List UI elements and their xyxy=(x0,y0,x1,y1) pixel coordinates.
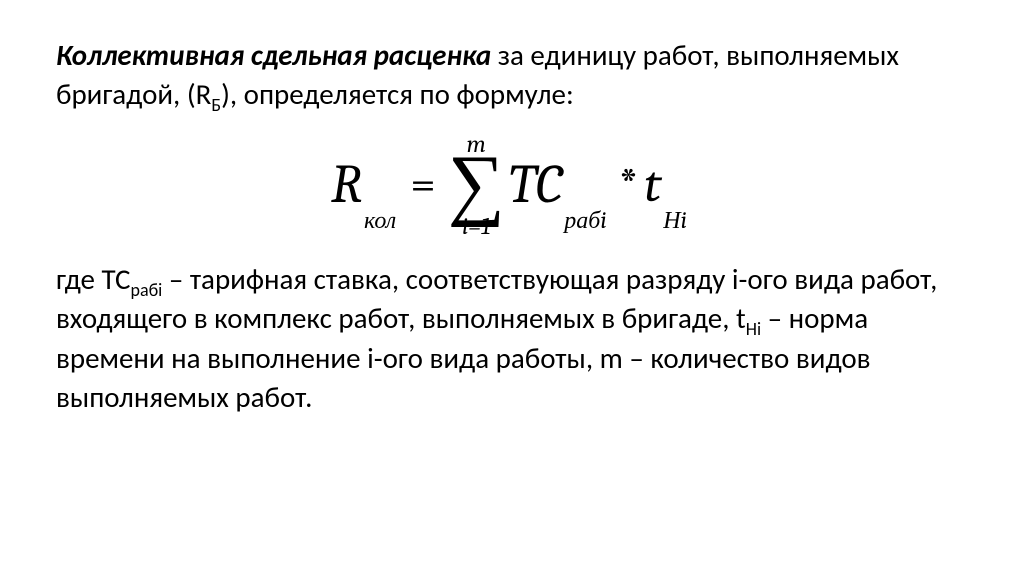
formula-block: R кол = m ∑ i=1 TC рабi * t Нi xyxy=(56,132,968,238)
formula-t: t xyxy=(644,160,661,210)
formula-star: * xyxy=(619,162,639,208)
formula-sigma: ∑ xyxy=(448,152,505,216)
intro-lead-after: ), определяется по формуле: xyxy=(221,76,574,112)
intro-paragraph: Коллективная сдельная расценка за единиц… xyxy=(56,36,968,114)
formula-sum-bottom: i=1 xyxy=(462,214,491,238)
formula-tc: TC xyxy=(509,158,563,212)
where-l1a: где TC xyxy=(56,261,131,297)
formula-lhs-sub: кол xyxy=(364,208,396,232)
formula-tc-sub: рабi xyxy=(564,208,606,232)
intro-lead-bold: Коллективная сдельная расценка xyxy=(56,37,491,73)
where-l1sub: рабi xyxy=(131,279,163,301)
formula-sum: m ∑ i=1 xyxy=(448,132,505,238)
where-l2sub: Нi xyxy=(746,318,761,340)
formula: R кол = m ∑ i=1 TC рабi * t Нi xyxy=(331,132,693,238)
formula-t-sub: Нi xyxy=(663,208,687,232)
formula-eq: = xyxy=(410,162,435,208)
intro-lead-sub: Б xyxy=(211,94,221,116)
where-paragraph: где TCрабi – тарифная ставка, соответств… xyxy=(56,260,968,417)
formula-lhs-var: R xyxy=(331,158,362,212)
slide: Коллективная сдельная расценка за единиц… xyxy=(0,0,1024,576)
